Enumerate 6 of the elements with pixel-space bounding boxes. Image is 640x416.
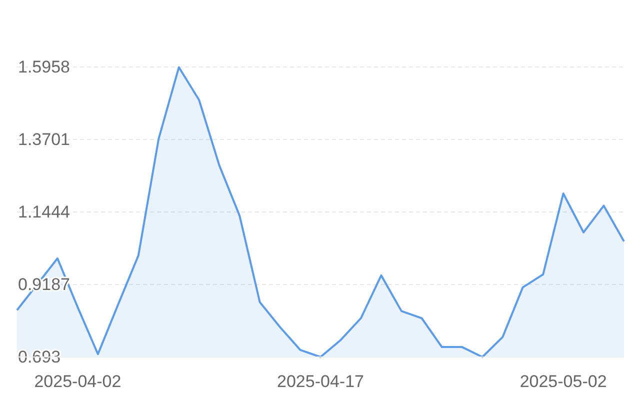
y-tick-label: 1.5958 bbox=[18, 57, 70, 76]
y-tick-label: 1.1444 bbox=[18, 202, 70, 222]
x-tick-label: 2025-04-02 bbox=[34, 372, 122, 392]
y-tick-label: 1.3701 bbox=[18, 130, 70, 149]
x-tick-label: 2025-05-02 bbox=[520, 372, 607, 392]
x-tick-label: 2025-04-17 bbox=[277, 372, 364, 392]
